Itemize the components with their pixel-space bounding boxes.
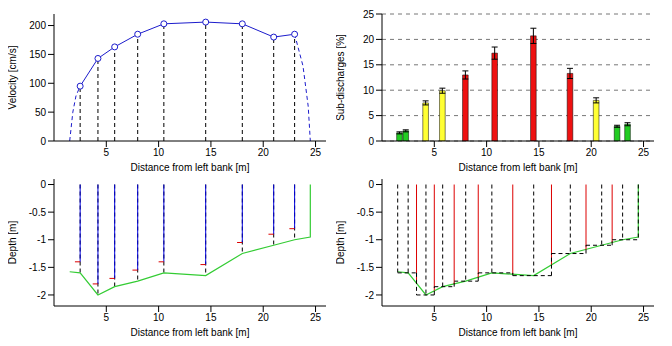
svg-text:10: 10 [153,147,165,158]
svg-text:Velocity [cm/s]: Velocity [cm/s] [8,45,18,109]
svg-text:5: 5 [432,312,438,323]
svg-text:20: 20 [363,34,375,45]
svg-text:10: 10 [363,85,375,96]
svg-text:150: 150 [29,49,46,60]
svg-text:10: 10 [481,312,493,323]
svg-text:-2: -2 [365,290,374,301]
svg-text:0: 0 [368,179,374,190]
svg-text:25: 25 [363,9,375,20]
svg-text:-2: -2 [37,290,46,301]
svg-text:25: 25 [638,147,650,158]
svg-text:20: 20 [258,147,270,158]
svg-text:0: 0 [40,136,46,147]
svg-text:200: 200 [29,20,46,31]
svg-text:20: 20 [586,312,598,323]
svg-text:-1: -1 [37,234,46,245]
svg-text:Sub-discharges [%]: Sub-discharges [%] [336,34,346,121]
svg-text:15: 15 [363,59,375,70]
svg-text:0: 0 [40,179,46,190]
svg-text:20: 20 [586,147,598,158]
svg-text:10: 10 [481,147,493,158]
svg-text:Depth [m]: Depth [m] [336,221,346,265]
svg-text:15: 15 [533,312,545,323]
svg-text:5: 5 [104,312,110,323]
svg-text:Depth [m]: Depth [m] [8,221,18,265]
svg-text:Distance from left bank [m]: Distance from left bank [m] [459,162,578,173]
svg-text:5: 5 [104,147,110,158]
svg-text:5: 5 [368,110,374,121]
svg-text:Distance from left bank [m]: Distance from left bank [m] [131,327,250,338]
svg-text:Distance from left bank [m]: Distance from left bank [m] [459,327,578,338]
svg-text:100: 100 [29,78,46,89]
svg-text:Distance from left bank [m]: Distance from left bank [m] [131,162,250,173]
svg-text:10: 10 [153,312,165,323]
svg-text:15: 15 [533,147,545,158]
svg-text:5: 5 [432,147,438,158]
svg-text:25: 25 [638,312,650,323]
svg-text:-0.5: -0.5 [29,207,47,218]
svg-text:25: 25 [310,147,322,158]
svg-text:15: 15 [205,147,217,158]
svg-text:20: 20 [258,312,270,323]
svg-text:25: 25 [310,312,322,323]
svg-text:15: 15 [205,312,217,323]
svg-text:-0.5: -0.5 [357,207,375,218]
svg-text:-1.5: -1.5 [357,262,375,273]
svg-text:0: 0 [368,136,374,147]
svg-text:-1: -1 [365,234,374,245]
svg-text:50: 50 [35,107,47,118]
svg-text:-1.5: -1.5 [29,262,47,273]
